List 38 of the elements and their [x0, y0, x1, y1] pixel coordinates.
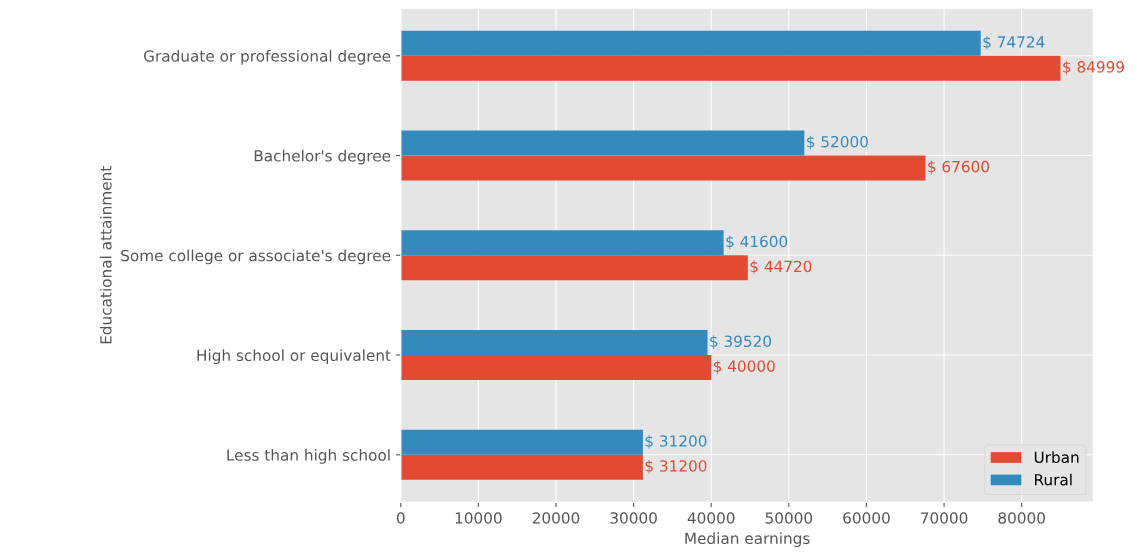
data-label: $ 41600	[726, 235, 788, 250]
data-label: $ 52000	[807, 135, 868, 150]
bar	[400, 230, 724, 256]
data-label: $ 31200	[645, 459, 707, 474]
y-tick-label: High school or equivalent	[197, 349, 391, 365]
y-tick-label: Less than high school	[227, 449, 390, 464]
bar	[400, 255, 748, 281]
data-label: $ 84999	[1063, 60, 1124, 75]
data-label: $ 67600	[928, 160, 989, 175]
bar	[400, 330, 708, 356]
legend-label: Urban	[1034, 451, 1079, 464]
y-tick-label: Bachelor's degree	[254, 149, 391, 165]
bar	[400, 130, 805, 156]
x-axis-title: Median earnings	[685, 532, 810, 548]
bar	[400, 30, 981, 56]
x-tick-label: 70000	[921, 512, 968, 524]
legend-label: Rural	[1035, 473, 1072, 486]
x-tick-label: 60000	[843, 512, 890, 524]
data-label: $ 74724	[983, 35, 1045, 50]
bar	[400, 55, 1061, 81]
x-tick-label: 10000	[455, 512, 502, 524]
data-label: $ 44720	[750, 260, 812, 275]
x-tick-label: 50000	[765, 512, 813, 524]
bar	[400, 429, 643, 455]
bar	[400, 454, 643, 480]
y-tick-label: Some college or associate's degree	[121, 249, 391, 265]
x-tick-label: 30000	[610, 512, 657, 524]
x-tick-label: 20000	[532, 512, 580, 524]
y-tick-label: Graduate or professional degree	[143, 49, 391, 65]
bar	[400, 355, 712, 380]
bar	[400, 155, 926, 181]
x-tick-label: 80000	[998, 512, 1045, 524]
data-label: $ 40000	[713, 360, 775, 374]
data-label: $ 31200	[645, 434, 707, 449]
y-axis-title: Educational attainment	[99, 166, 112, 344]
x-tick-label: 0	[396, 512, 405, 524]
x-tick-label: 40000	[687, 512, 735, 524]
data-label: $ 39520	[710, 335, 772, 350]
